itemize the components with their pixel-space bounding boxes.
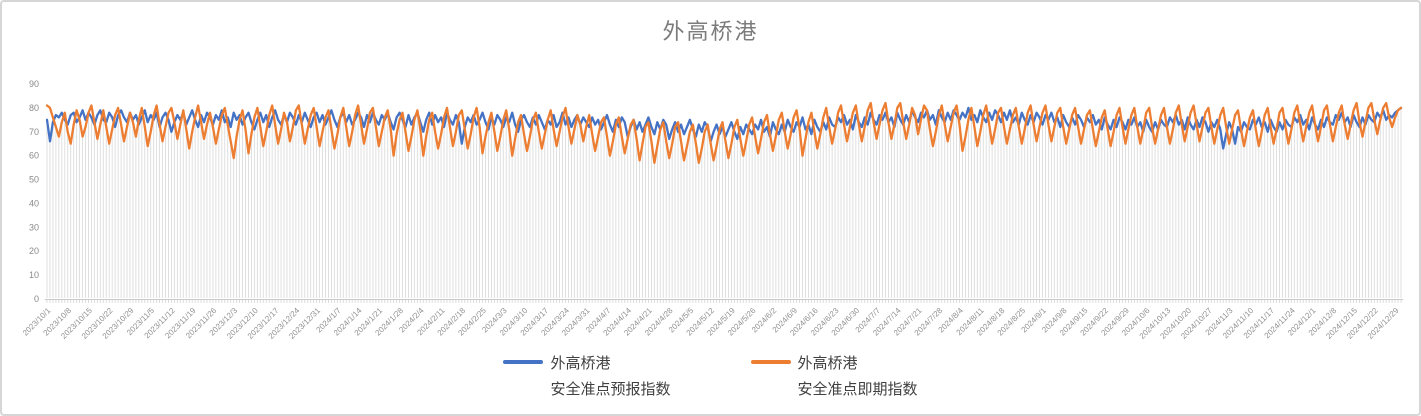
chart-title: 外高桥港 xyxy=(662,19,759,44)
y-axis-tick-label: 70 xyxy=(29,127,39,137)
spot-index-line xyxy=(45,101,1403,164)
spot-series-label: 外高桥港 安全准点即期指数 xyxy=(797,355,918,398)
y-axis-tick-label: 80 xyxy=(29,103,39,113)
y-axis-tick-label: 90 xyxy=(29,79,39,89)
y-axis-tick-label: 60 xyxy=(29,151,39,161)
y-axis-tick-label: 0 xyxy=(34,294,39,304)
y-axis-tick-label: 20 xyxy=(29,246,39,256)
y-axis-tick-label: 30 xyxy=(29,222,39,232)
y-axis-tick-label: 50 xyxy=(29,175,39,185)
x-axis-ticks xyxy=(46,300,1402,303)
forecast-series-swatch xyxy=(503,360,544,364)
plot-area: 01020304050607080902023/10/12023/10/8202… xyxy=(21,79,1403,341)
legend: 外高桥港 安全准点预报指数 外高桥港 安全准点即期指数 xyxy=(2,351,1419,402)
y-axis-tick-label: 10 xyxy=(29,270,39,280)
legend-entry-forecast-index: 外高桥港 安全准点预报指数 xyxy=(503,351,671,402)
drop-lines xyxy=(46,107,1402,298)
legend-entry-spot-index: 外高桥港 安全准点即期指数 xyxy=(750,351,918,402)
forecast-series-label: 外高桥港 安全准点预报指数 xyxy=(550,355,671,398)
y-axis-tick-label: 40 xyxy=(29,198,39,208)
spot-series-swatch xyxy=(750,360,791,364)
